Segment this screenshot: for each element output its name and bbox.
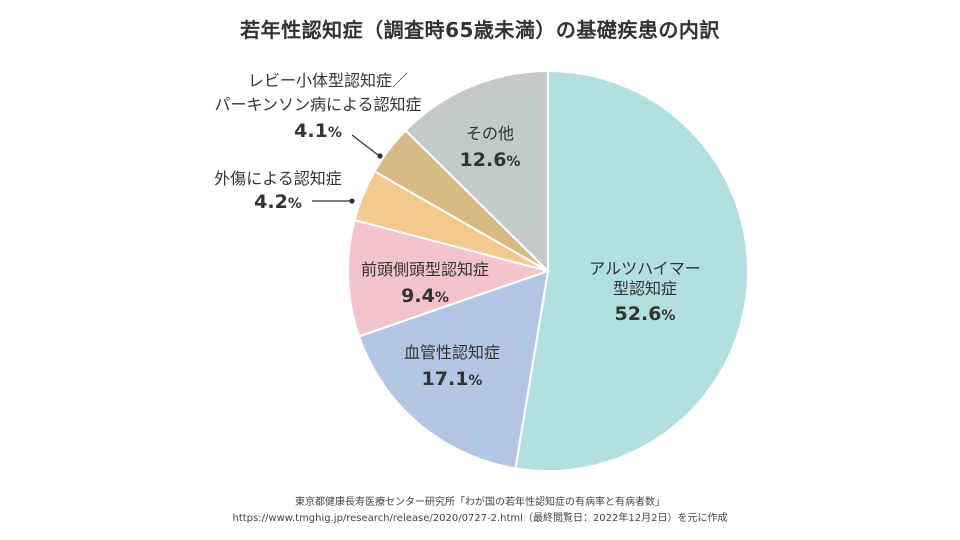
source-line-2: https://www.tmghig.jp/research/release/2… <box>232 513 728 524</box>
source-line-1: 東京都健康長寿医療センター研究所「わが国の若年性認知症の有病率と有病者数」 <box>295 497 665 508</box>
alzheimer-name-line2: 型認知症 <box>613 279 677 298</box>
frontotemporal-value: 9.4% <box>401 285 449 307</box>
leader-line-lewy <box>351 134 379 156</box>
vascular-value: 17.1% <box>422 368 483 390</box>
slice-label-other: その他 12.6% <box>460 124 521 171</box>
slice-label-vascular: 血管性認知症 17.1% <box>404 343 500 390</box>
pie-slice-other <box>404 69 549 274</box>
vascular-name: 血管性認知症 <box>404 343 500 362</box>
slice-label-lewy: レビー小体型認知症／ パーキンソン病による認知症 4.1% <box>214 71 421 142</box>
other-value: 12.6% <box>460 149 521 171</box>
alzheimer-name-line1: アルツハイマー <box>589 259 701 278</box>
lewy-name-line2: パーキンソン病による認知症 <box>214 95 421 114</box>
slice-label-frontotemporal: 前頭側頭型認知症 9.4% <box>361 260 489 307</box>
slice-label-alzheimer: アルツハイマー 型認知症 52.6% <box>589 259 701 325</box>
trauma-value: 4.2% <box>254 191 302 213</box>
slice-label-trauma: 外傷による認知症 4.2% <box>214 169 342 213</box>
pie-slice-alzheimer <box>514 69 749 472</box>
frontotemporal-name: 前頭側頭型認知症 <box>361 260 489 279</box>
alzheimer-value: 52.6% <box>615 303 676 325</box>
other-name: その他 <box>466 124 514 143</box>
chart-title: 若年性認知症（調査時65歳未満）の基礎疾患の内訳 <box>240 18 720 42</box>
leader-dot-lewy <box>377 153 383 159</box>
source-note: 東京都健康長寿医療センター研究所「わが国の若年性認知症の有病率と有病者数」 ht… <box>0 495 960 527</box>
lewy-value: 4.1% <box>294 120 342 142</box>
lewy-name-line1: レビー小体型認知症／ <box>248 71 408 90</box>
pie-slice-frontotemporal <box>347 218 552 338</box>
leader-dot-trauma <box>349 198 355 204</box>
trauma-name: 外傷による認知症 <box>214 169 342 188</box>
